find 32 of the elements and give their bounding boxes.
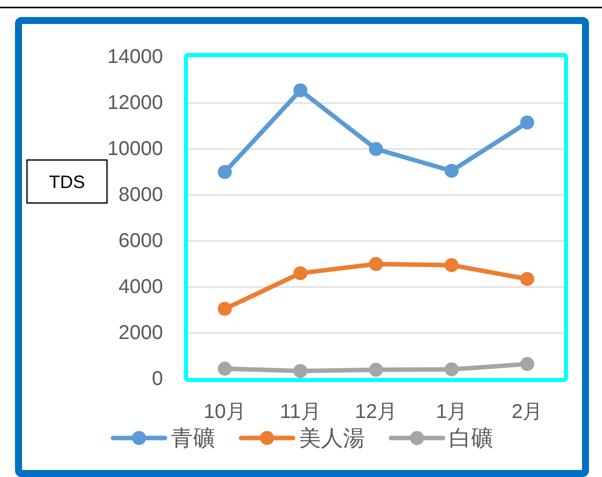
y-tick-label: 4000 <box>118 276 163 298</box>
point <box>520 357 534 372</box>
point <box>444 164 459 178</box>
legend-label: 白礦 <box>449 426 493 450</box>
point <box>293 364 308 378</box>
y-tick-label: 14000 <box>107 46 163 68</box>
point <box>293 266 308 280</box>
point <box>218 362 232 376</box>
point <box>369 362 383 377</box>
point <box>520 116 534 130</box>
y-tick-label: 10000 <box>107 138 163 160</box>
x-tick-label: 11月 <box>280 401 321 423</box>
y-tick-label: 6000 <box>118 230 163 252</box>
point <box>218 302 232 316</box>
point <box>444 258 459 272</box>
legend-label: 美人湯 <box>299 426 365 450</box>
y-tick-label: 8000 <box>118 184 163 206</box>
x-tick-label: 10月 <box>204 401 246 423</box>
y-tick-label: 2000 <box>118 322 163 344</box>
point <box>369 257 383 271</box>
y-tick-label: 0 <box>152 368 163 390</box>
point <box>520 272 534 286</box>
point <box>218 165 232 179</box>
point <box>369 142 383 156</box>
x-tick-label: 1月 <box>436 401 468 423</box>
x-tick-label: 12月 <box>354 401 398 423</box>
y-tick-label: 12000 <box>107 92 163 114</box>
point <box>444 362 459 376</box>
x-tick-label: 2月 <box>512 401 543 423</box>
y-axis-title: TDS <box>49 172 85 192</box>
legend-label: 青礦 <box>171 426 215 450</box>
point <box>293 83 308 98</box>
